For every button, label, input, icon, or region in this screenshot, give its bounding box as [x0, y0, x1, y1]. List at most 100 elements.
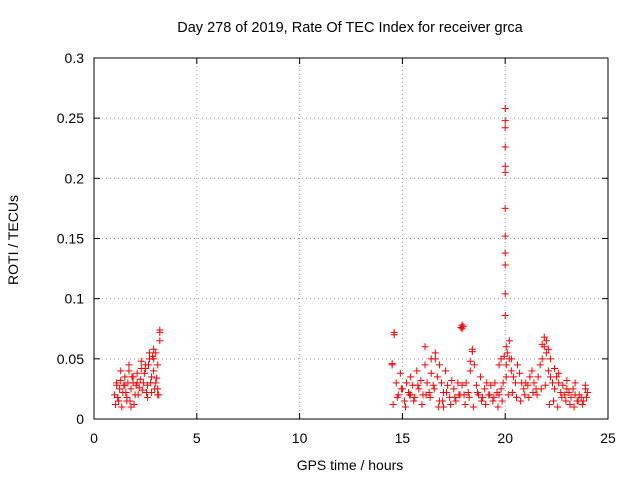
- data-point: [117, 376, 125, 384]
- data-point: [447, 401, 455, 409]
- data-point: [393, 393, 401, 401]
- data-point: [526, 373, 534, 381]
- data-point: [154, 361, 162, 369]
- data-point: [505, 337, 513, 345]
- x-tick-label: 0: [90, 430, 98, 446]
- data-point: [502, 373, 510, 381]
- data-point: [487, 381, 495, 389]
- data-point: [490, 393, 498, 401]
- data-point: [152, 349, 160, 357]
- data-point: [548, 379, 556, 387]
- data-point: [502, 343, 510, 351]
- y-tick-label: 0.3: [65, 50, 85, 66]
- data-point: [397, 385, 405, 393]
- data-point: [478, 397, 486, 405]
- data-point: [459, 322, 467, 330]
- data-point: [153, 374, 161, 382]
- data-point: [396, 369, 404, 377]
- data-point: [508, 389, 516, 397]
- data-point: [517, 397, 525, 405]
- data-point: [503, 349, 511, 357]
- data-point: [139, 379, 147, 387]
- data-point: [114, 393, 122, 401]
- data-point: [433, 373, 441, 381]
- data-point: [423, 379, 431, 387]
- data-point: [542, 349, 550, 357]
- data-point: [452, 397, 460, 405]
- data-point: [528, 367, 536, 375]
- data-point: [125, 361, 133, 369]
- data-point: [143, 393, 151, 401]
- data-point: [521, 391, 529, 399]
- data-point: [567, 393, 575, 401]
- data-point: [499, 379, 507, 387]
- data-point: [525, 393, 533, 401]
- data-point: [542, 337, 550, 345]
- x-tick-label: 15: [395, 430, 411, 446]
- data-point: [451, 393, 459, 401]
- data-point: [123, 397, 131, 405]
- data-point: [466, 357, 474, 365]
- data-point: [464, 389, 472, 397]
- data-point: [442, 367, 450, 375]
- data-point: [557, 389, 565, 397]
- data-point: [112, 401, 120, 409]
- data-point: [501, 312, 509, 320]
- data-point: [469, 403, 477, 411]
- data-point: [134, 391, 142, 399]
- data-point: [458, 381, 466, 389]
- data-point: [390, 328, 398, 336]
- data-point: [550, 397, 558, 405]
- y-tick-label: 0.2: [65, 170, 85, 186]
- data-point: [115, 397, 123, 405]
- data-point: [570, 403, 578, 411]
- data-point: [489, 397, 497, 405]
- data-point: [501, 117, 509, 125]
- data-point: [413, 367, 421, 375]
- data-point: [571, 379, 579, 387]
- data-point: [121, 373, 129, 381]
- data-point: [551, 385, 559, 393]
- data-point: [473, 389, 481, 397]
- data-point: [501, 249, 509, 257]
- data-point: [516, 369, 524, 377]
- grid-lines: [94, 58, 608, 419]
- data-point: [146, 349, 154, 357]
- data-point: [501, 124, 509, 132]
- data-point: [117, 367, 125, 375]
- data-point: [538, 355, 546, 363]
- data-point: [454, 379, 462, 387]
- data-point: [444, 381, 452, 389]
- data-point: [421, 343, 429, 351]
- data-point: [482, 401, 490, 409]
- data-point: [472, 381, 480, 389]
- data-point: [411, 393, 419, 401]
- data-point: [443, 389, 451, 397]
- data-point: [403, 379, 411, 387]
- data-point: [529, 389, 537, 397]
- data-point: [524, 381, 532, 389]
- data-point: [127, 403, 135, 411]
- data-point: [388, 360, 396, 368]
- data-point: [574, 397, 582, 405]
- data-point: [545, 401, 553, 409]
- data-point: [486, 391, 494, 399]
- data-point: [150, 345, 158, 353]
- data-point: [477, 373, 485, 381]
- data-point: [407, 391, 415, 399]
- x-tick-label: 25: [600, 430, 616, 446]
- data-point: [483, 379, 491, 387]
- y-tick-label: 0.15: [57, 231, 84, 247]
- data-point: [501, 204, 509, 212]
- x-axis-label: GPS time / hours: [297, 457, 404, 473]
- data-point: [583, 389, 591, 397]
- data-point: [465, 393, 473, 401]
- data-point: [562, 397, 570, 405]
- data-point: [502, 361, 510, 369]
- data-point: [501, 232, 509, 240]
- data-point: [479, 393, 487, 401]
- data-point: [530, 379, 538, 387]
- x-tick-label: 10: [292, 430, 308, 446]
- data-point: [148, 373, 156, 381]
